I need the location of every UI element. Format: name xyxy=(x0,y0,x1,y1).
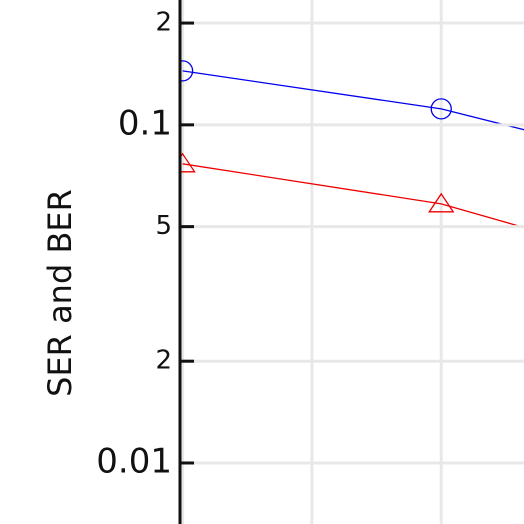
y-axis-label: SER and BER xyxy=(41,189,79,397)
y-tick-label: 0.01 xyxy=(96,441,172,481)
point xyxy=(180,60,194,82)
point xyxy=(430,98,452,120)
point xyxy=(180,152,196,173)
line xyxy=(182,163,524,229)
y-tick-label: 2 xyxy=(155,346,172,376)
y-tick-label: 2 xyxy=(155,8,172,38)
y-tick-label: 0.1 xyxy=(118,103,172,143)
line xyxy=(182,70,524,131)
y-tick-label: 5 xyxy=(155,211,172,241)
point xyxy=(428,192,455,213)
plot-area xyxy=(180,0,524,524)
